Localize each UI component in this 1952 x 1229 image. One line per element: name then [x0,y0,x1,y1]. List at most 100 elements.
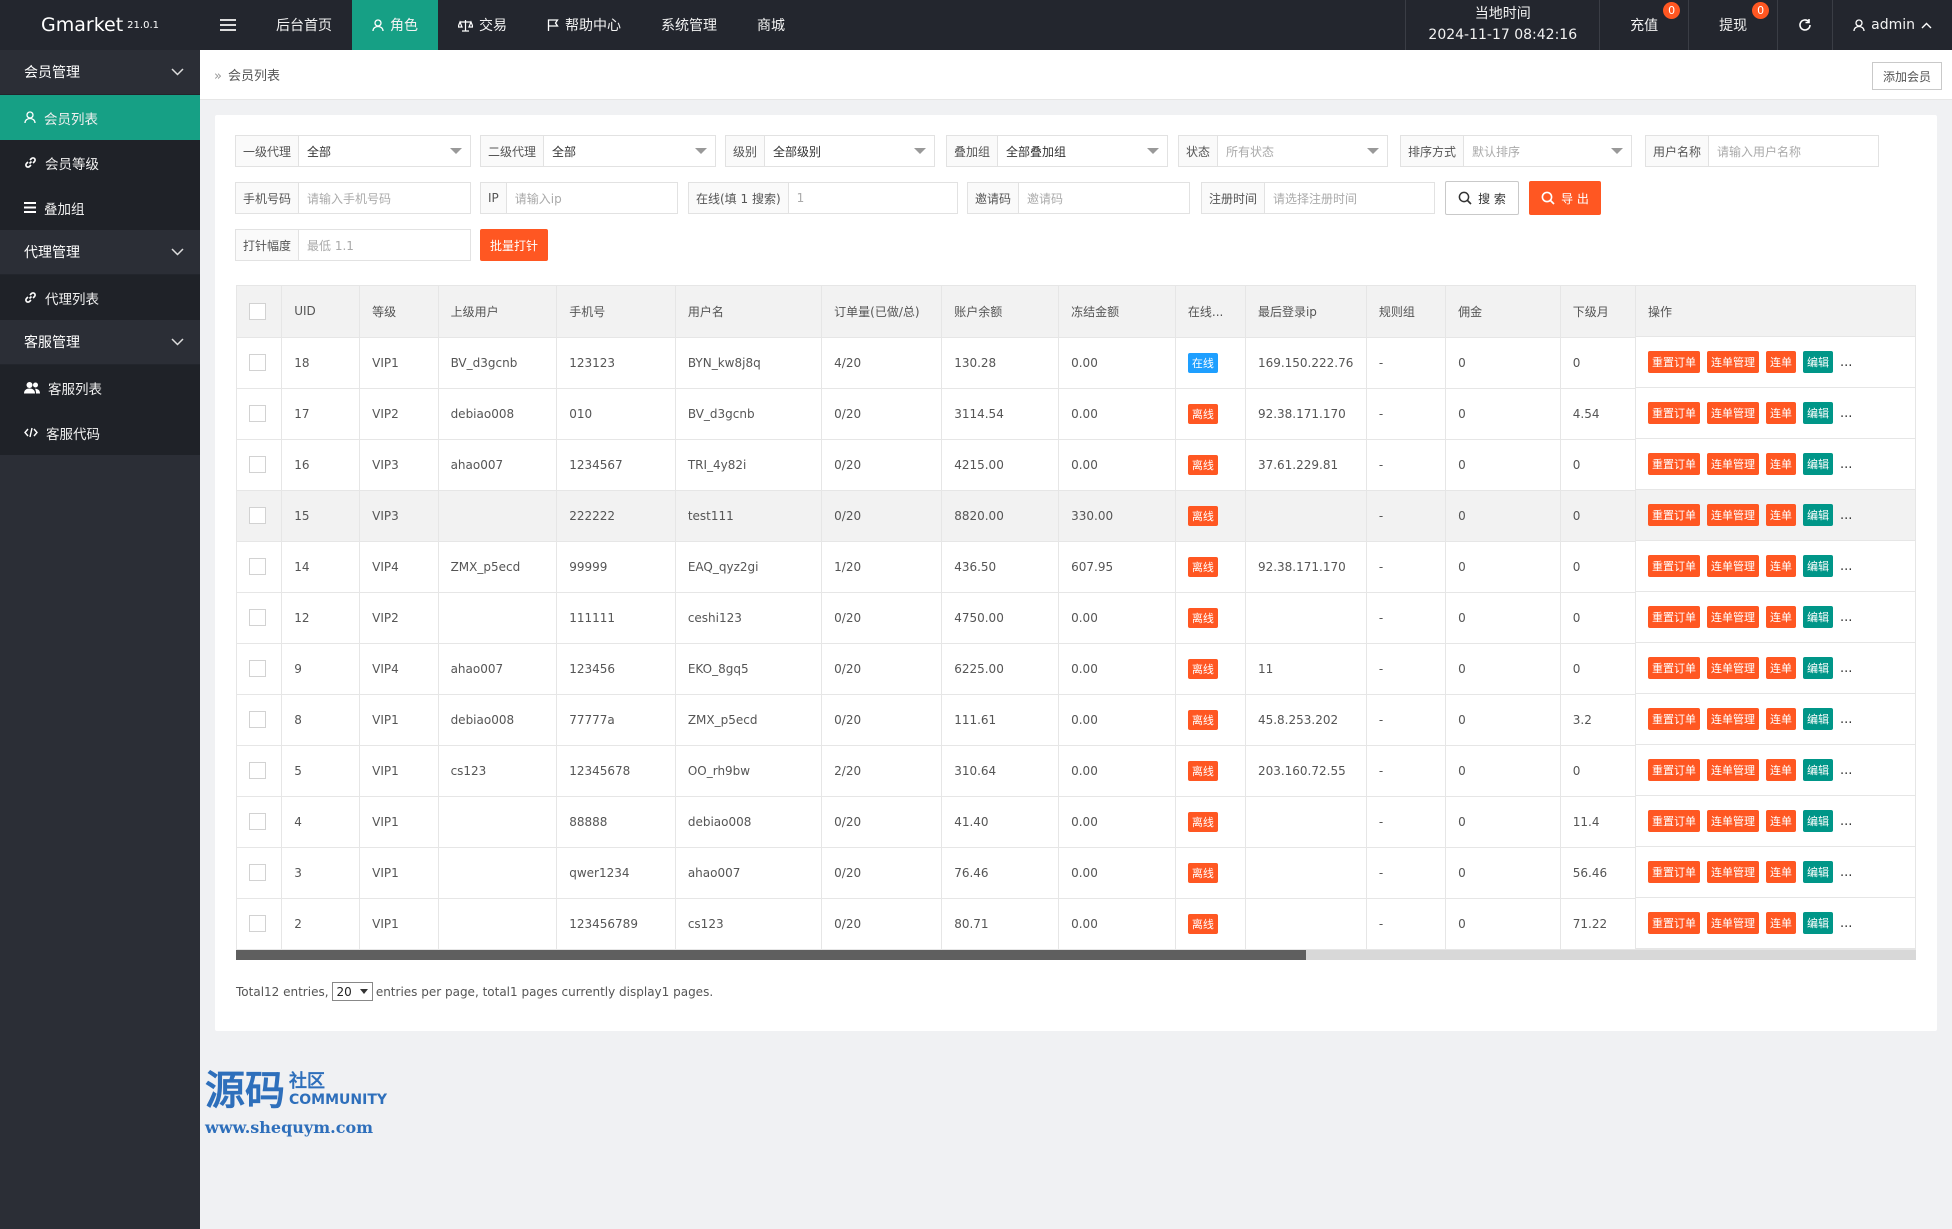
more-ops-button[interactable]: ... [1840,711,1853,727]
row-checkbox[interactable] [249,558,266,575]
chain-order-button[interactable]: 连单 [1766,606,1796,628]
breadcrumb-current[interactable]: » 会员列表 [214,65,280,84]
reset-orders-button[interactable]: 重置订单 [1648,657,1700,679]
row-checkbox[interactable] [249,660,266,677]
reset-orders-button[interactable]: 重置订单 [1648,453,1700,475]
chain-order-button[interactable]: 连单 [1766,351,1796,373]
col-username[interactable]: 用户名 [675,286,823,338]
more-ops-button[interactable]: ... [1840,813,1853,829]
regtime-field[interactable]: 注册时间 请选择注册时间 [1201,182,1435,214]
nav-home[interactable]: 后台首页 [256,0,352,50]
admin-menu[interactable]: admin [1832,0,1952,50]
chain-order-button[interactable]: 连单 [1766,453,1796,475]
edit-button[interactable]: 编辑 [1803,759,1833,781]
level-select[interactable]: 级别 全部级别 [725,135,935,167]
row-checkbox[interactable] [249,915,266,932]
chain-manage-button[interactable]: 连单管理 [1707,708,1759,730]
sidebar-item-overlay-group[interactable]: 叠加组 [0,185,200,230]
add-member-button[interactable]: 添加会员 [1871,62,1942,90]
needle-field[interactable]: 打针幅度 最低 1.1 [235,229,471,261]
edit-button[interactable]: 编辑 [1803,861,1833,883]
chain-manage-button[interactable]: 连单管理 [1707,351,1759,373]
edit-button[interactable]: 编辑 [1803,555,1833,577]
row-checkbox[interactable] [249,609,266,626]
nav-system[interactable]: 系统管理 [641,0,737,50]
more-ops-button[interactable]: ... [1840,456,1853,472]
horizontal-scrollbar[interactable] [236,950,1916,960]
chain-manage-button[interactable]: 连单管理 [1707,861,1759,883]
chain-manage-button[interactable]: 连单管理 [1707,912,1759,934]
chain-order-button[interactable]: 连单 [1766,708,1796,730]
chain-order-button[interactable]: 连单 [1766,810,1796,832]
phone-field[interactable]: 手机号码 请输入手机号码 [235,182,471,214]
chain-order-button[interactable]: 连单 [1766,861,1796,883]
col-phone[interactable]: 手机号 [556,286,676,338]
col-online[interactable]: 在线... [1175,286,1246,338]
chain-manage-button[interactable]: 连单管理 [1707,810,1759,832]
chain-manage-button[interactable]: 连单管理 [1707,759,1759,781]
more-ops-button[interactable]: ... [1840,915,1853,931]
sidebar-item-service-code[interactable]: 客服代码 [0,410,200,455]
edit-button[interactable]: 编辑 [1803,504,1833,526]
more-ops-button[interactable]: ... [1840,405,1853,421]
row-checkbox[interactable] [249,762,266,779]
more-ops-button[interactable]: ... [1840,660,1853,676]
ip-field[interactable]: IP 请输入ip [480,182,678,214]
chain-manage-button[interactable]: 连单管理 [1707,453,1759,475]
col-parent[interactable]: 上级用户 [438,286,558,338]
nav-trade[interactable]: 交易 [438,0,527,50]
more-ops-button[interactable]: ... [1840,762,1853,778]
recharge-button[interactable]: 充值 0 [1599,0,1688,50]
more-ops-button[interactable]: ... [1840,864,1853,880]
edit-button[interactable]: 编辑 [1803,351,1833,373]
agent1-select[interactable]: 一级代理 全部 [235,135,471,167]
reset-orders-button[interactable]: 重置订单 [1648,555,1700,577]
sidebar-item-service-list[interactable]: 客服列表 [0,365,200,410]
sidebar-group-members[interactable]: 会员管理 [0,50,200,95]
chain-order-button[interactable]: 连单 [1766,402,1796,424]
row-checkbox[interactable] [249,864,266,881]
more-ops-button[interactable]: ... [1840,354,1853,370]
sidebar-group-service[interactable]: 客服管理 [0,320,200,365]
scrollbar-thumb[interactable] [236,950,1306,960]
reset-orders-button[interactable]: 重置订单 [1648,606,1700,628]
invite-field[interactable]: 邀请码 邀请码 [967,182,1190,214]
chain-order-button[interactable]: 连单 [1766,657,1796,679]
export-button[interactable]: 导 出 [1529,181,1601,215]
refresh-icon[interactable] [1777,0,1832,50]
row-checkbox[interactable] [249,456,266,473]
username-field[interactable]: 用户名称 请输入用户名称 [1645,135,1879,167]
edit-button[interactable]: 编辑 [1803,657,1833,679]
reset-orders-button[interactable]: 重置订单 [1648,351,1700,373]
chain-order-button[interactable]: 连单 [1766,912,1796,934]
nav-role[interactable]: 角色 [352,0,438,50]
edit-button[interactable]: 编辑 [1803,606,1833,628]
sidebar-group-agents[interactable]: 代理管理 [0,230,200,275]
col-last-ip[interactable]: 最后登录ip [1245,286,1367,338]
edit-button[interactable]: 编辑 [1803,810,1833,832]
sidebar-item-member-level[interactable]: 会员等级 [0,140,200,185]
edit-button[interactable]: 编辑 [1803,708,1833,730]
menu-toggle-icon[interactable] [200,0,256,50]
reset-orders-button[interactable]: 重置订单 [1648,861,1700,883]
edit-button[interactable]: 编辑 [1803,912,1833,934]
reset-orders-button[interactable]: 重置订单 [1648,504,1700,526]
col-balance[interactable]: 账户余额 [941,286,1060,338]
chain-manage-button[interactable]: 连单管理 [1707,504,1759,526]
sidebar-item-member-list[interactable]: 会员列表 [0,95,200,140]
batch-needle-button[interactable]: 批量打针 [480,229,548,261]
per-page-select[interactable]: 20 [331,982,373,1001]
chain-manage-button[interactable]: 连单管理 [1707,606,1759,628]
reset-orders-button[interactable]: 重置订单 [1648,402,1700,424]
row-checkbox[interactable] [249,813,266,830]
agent2-select[interactable]: 二级代理 全部 [480,135,716,167]
row-checkbox[interactable] [249,405,266,422]
col-level[interactable]: 等级 [359,286,439,338]
more-ops-button[interactable]: ... [1840,558,1853,574]
brand-logo[interactable]: Gmarket 21.0.1 [0,0,200,50]
edit-button[interactable]: 编辑 [1803,453,1833,475]
chain-order-button[interactable]: 连单 [1766,504,1796,526]
nav-mall[interactable]: 商城 [737,0,805,50]
reset-orders-button[interactable]: 重置订单 [1648,759,1700,781]
more-ops-button[interactable]: ... [1840,507,1853,523]
